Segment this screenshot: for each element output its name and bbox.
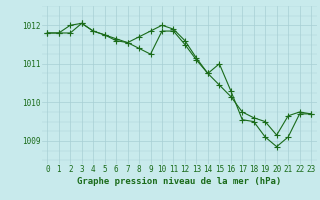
- X-axis label: Graphe pression niveau de la mer (hPa): Graphe pression niveau de la mer (hPa): [77, 177, 281, 186]
